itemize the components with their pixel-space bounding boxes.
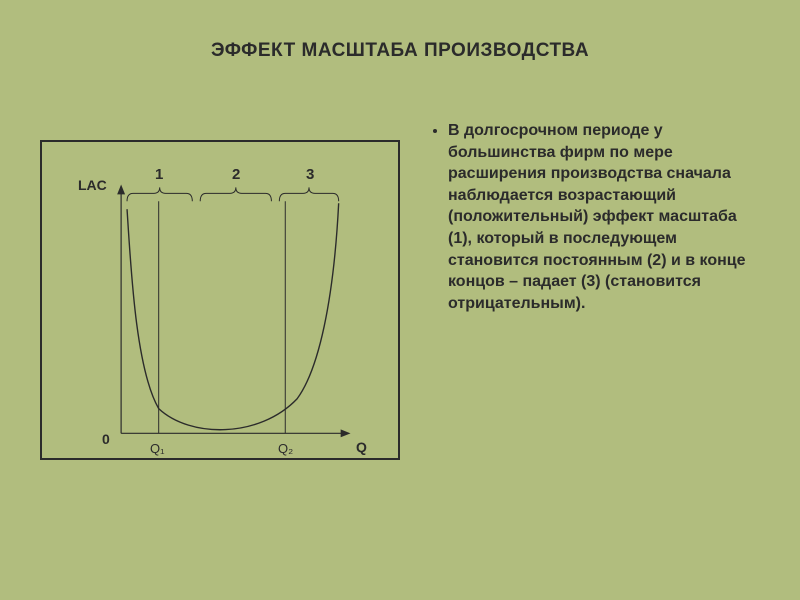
region-label-2: 2 bbox=[232, 166, 240, 183]
x-tick-1: Q₁ bbox=[150, 441, 165, 456]
x-tick-2: Q₂ bbox=[278, 441, 293, 456]
slide: ЭФФЕКТ МАСШТАБА ПРОИЗВОДСТВА В долгосроч… bbox=[0, 0, 800, 600]
region-label-1: 1 bbox=[155, 166, 163, 183]
bullet-list: В долгосрочном периоде у большинства фир… bbox=[430, 120, 760, 314]
origin-label: 0 bbox=[102, 431, 110, 447]
x-axis-label: Q bbox=[356, 439, 367, 455]
region-label-3: 3 bbox=[306, 166, 314, 183]
y-axis-label: LAC bbox=[78, 177, 107, 193]
bullet-item: В долгосрочном периоде у большинства фир… bbox=[448, 120, 760, 314]
description-block: В долгосрочном периоде у большинства фир… bbox=[430, 120, 760, 314]
slide-title: ЭФФЕКТ МАСШТАБА ПРОИЗВОДСТВА bbox=[0, 40, 800, 62]
